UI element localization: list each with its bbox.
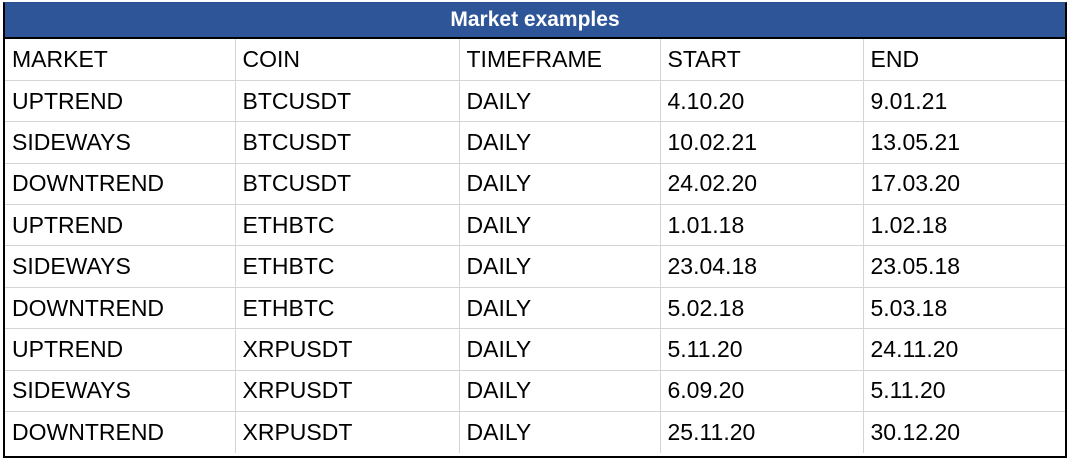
cell-start[interactable]: 5.11.20 — [660, 328, 864, 371]
header-cell-market[interactable]: MARKET — [5, 39, 236, 81]
cell-timeframe[interactable]: DAILY — [459, 163, 661, 206]
cell-market[interactable]: UPTREND — [5, 204, 236, 247]
table-row: SIDEWAYS ETHBTC DAILY 23.04.18 23.05.18 — [5, 245, 1065, 288]
cell-start[interactable]: 10.02.21 — [660, 121, 864, 164]
cell-end[interactable]: 17.03.20 — [863, 163, 1065, 206]
cell-timeframe[interactable]: DAILY — [459, 80, 661, 123]
cell-end[interactable]: 30.12.20 — [870, 418, 961, 445]
cell-timeframe[interactable]: DAILY — [459, 287, 661, 330]
header-cell-timeframe[interactable]: TIMEFRAME — [459, 39, 661, 81]
cell-market[interactable]: UPTREND — [5, 328, 236, 371]
cell-coin[interactable]: BTCUSDT — [235, 163, 460, 206]
table-row: UPTREND ETHBTC DAILY 1.01.18 1.02.18 — [5, 204, 1065, 247]
cell-coin[interactable]: XRPUSDT — [235, 370, 460, 413]
table-row: DOWNTREND ETHBTC DAILY 5.02.18 5.03.18 — [5, 287, 1065, 330]
cell-timeframe[interactable]: DAILY — [459, 411, 661, 453]
cell-market[interactable]: SIDEWAYS — [5, 370, 236, 413]
table-title: Market examples — [5, 3, 1065, 39]
table-row: SIDEWAYS XRPUSDT DAILY 6.09.20 5.11.20 — [5, 370, 1065, 413]
cell-start[interactable]: 24.02.20 — [660, 163, 864, 206]
cell-market[interactable]: DOWNTREND — [5, 163, 236, 206]
cell-coin[interactable]: BTCUSDT — [235, 80, 460, 123]
cell-timeframe[interactable]: DAILY — [459, 370, 661, 413]
table-row: DOWNTREND XRPUSDT DAILY 25.11.20 30.12.20 — [5, 411, 1065, 453]
cell-start[interactable]: 23.04.18 — [660, 245, 864, 288]
header-cell-end[interactable]: END — [863, 39, 1065, 81]
table-row: UPTREND XRPUSDT DAILY 5.11.20 24.11.20 — [5, 328, 1065, 371]
cell-start[interactable]: 5.02.18 — [660, 287, 864, 330]
cell-start[interactable]: 4.10.20 — [660, 80, 864, 123]
cell-market[interactable]: SIDEWAYS — [5, 121, 236, 164]
data-grid: MARKET COIN TIMEFRAME START END UPTREND B… — [5, 39, 1065, 453]
cell-end[interactable]: 5.03.18 — [863, 287, 1065, 330]
cell-market[interactable]: UPTREND — [5, 80, 236, 123]
cell-end[interactable]: 23.05.18 — [863, 245, 1065, 288]
cell-coin[interactable]: ETHBTC — [235, 287, 460, 330]
table-row: DOWNTREND BTCUSDT DAILY 24.02.20 17.03.20 — [5, 163, 1065, 206]
cell-start[interactable]: 6.09.20 — [660, 370, 864, 413]
cell-end[interactable]: 9.01.21 — [863, 80, 1065, 123]
market-examples-table: Market examples MARKET COIN TIMEFRAME ST… — [3, 2, 1067, 458]
cell-market[interactable]: DOWNTREND — [5, 287, 236, 330]
header-row: MARKET COIN TIMEFRAME START END — [5, 39, 1065, 81]
cell-timeframe[interactable]: DAILY — [459, 121, 661, 164]
cell-coin[interactable]: BTCUSDT — [235, 121, 460, 164]
table-row: UPTREND BTCUSDT DAILY 4.10.20 9.01.21 — [5, 80, 1065, 123]
header-cell-start[interactable]: START — [660, 39, 864, 81]
table-row: SIDEWAYS BTCUSDT DAILY 10.02.21 13.05.21 — [5, 121, 1065, 164]
cell-coin[interactable]: XRPUSDT — [235, 411, 460, 453]
cell-end[interactable]: 13.05.21 — [863, 121, 1065, 164]
cell-end[interactable]: 5.11.20 — [863, 370, 1065, 413]
cell-start[interactable]: 1.01.18 — [660, 204, 864, 247]
cell-timeframe[interactable]: DAILY — [459, 328, 661, 371]
header-cell-coin[interactable]: COIN — [235, 39, 460, 81]
cell-coin[interactable]: XRPUSDT — [235, 328, 460, 371]
cell-timeframe[interactable]: DAILY — [459, 245, 661, 288]
cell-timeframe[interactable]: DAILY — [459, 204, 661, 247]
cell-market[interactable]: DOWNTREND — [5, 411, 236, 453]
cell-end[interactable]: 1.02.18 — [863, 204, 1065, 247]
cell-coin[interactable]: ETHBTC — [235, 204, 460, 247]
cell-end[interactable]: 24.11.20 — [863, 328, 1065, 371]
cell-market[interactable]: SIDEWAYS — [5, 245, 236, 288]
cell-coin[interactable]: ETHBTC — [235, 245, 460, 288]
cell-start[interactable]: 25.11.20 — [660, 411, 864, 453]
